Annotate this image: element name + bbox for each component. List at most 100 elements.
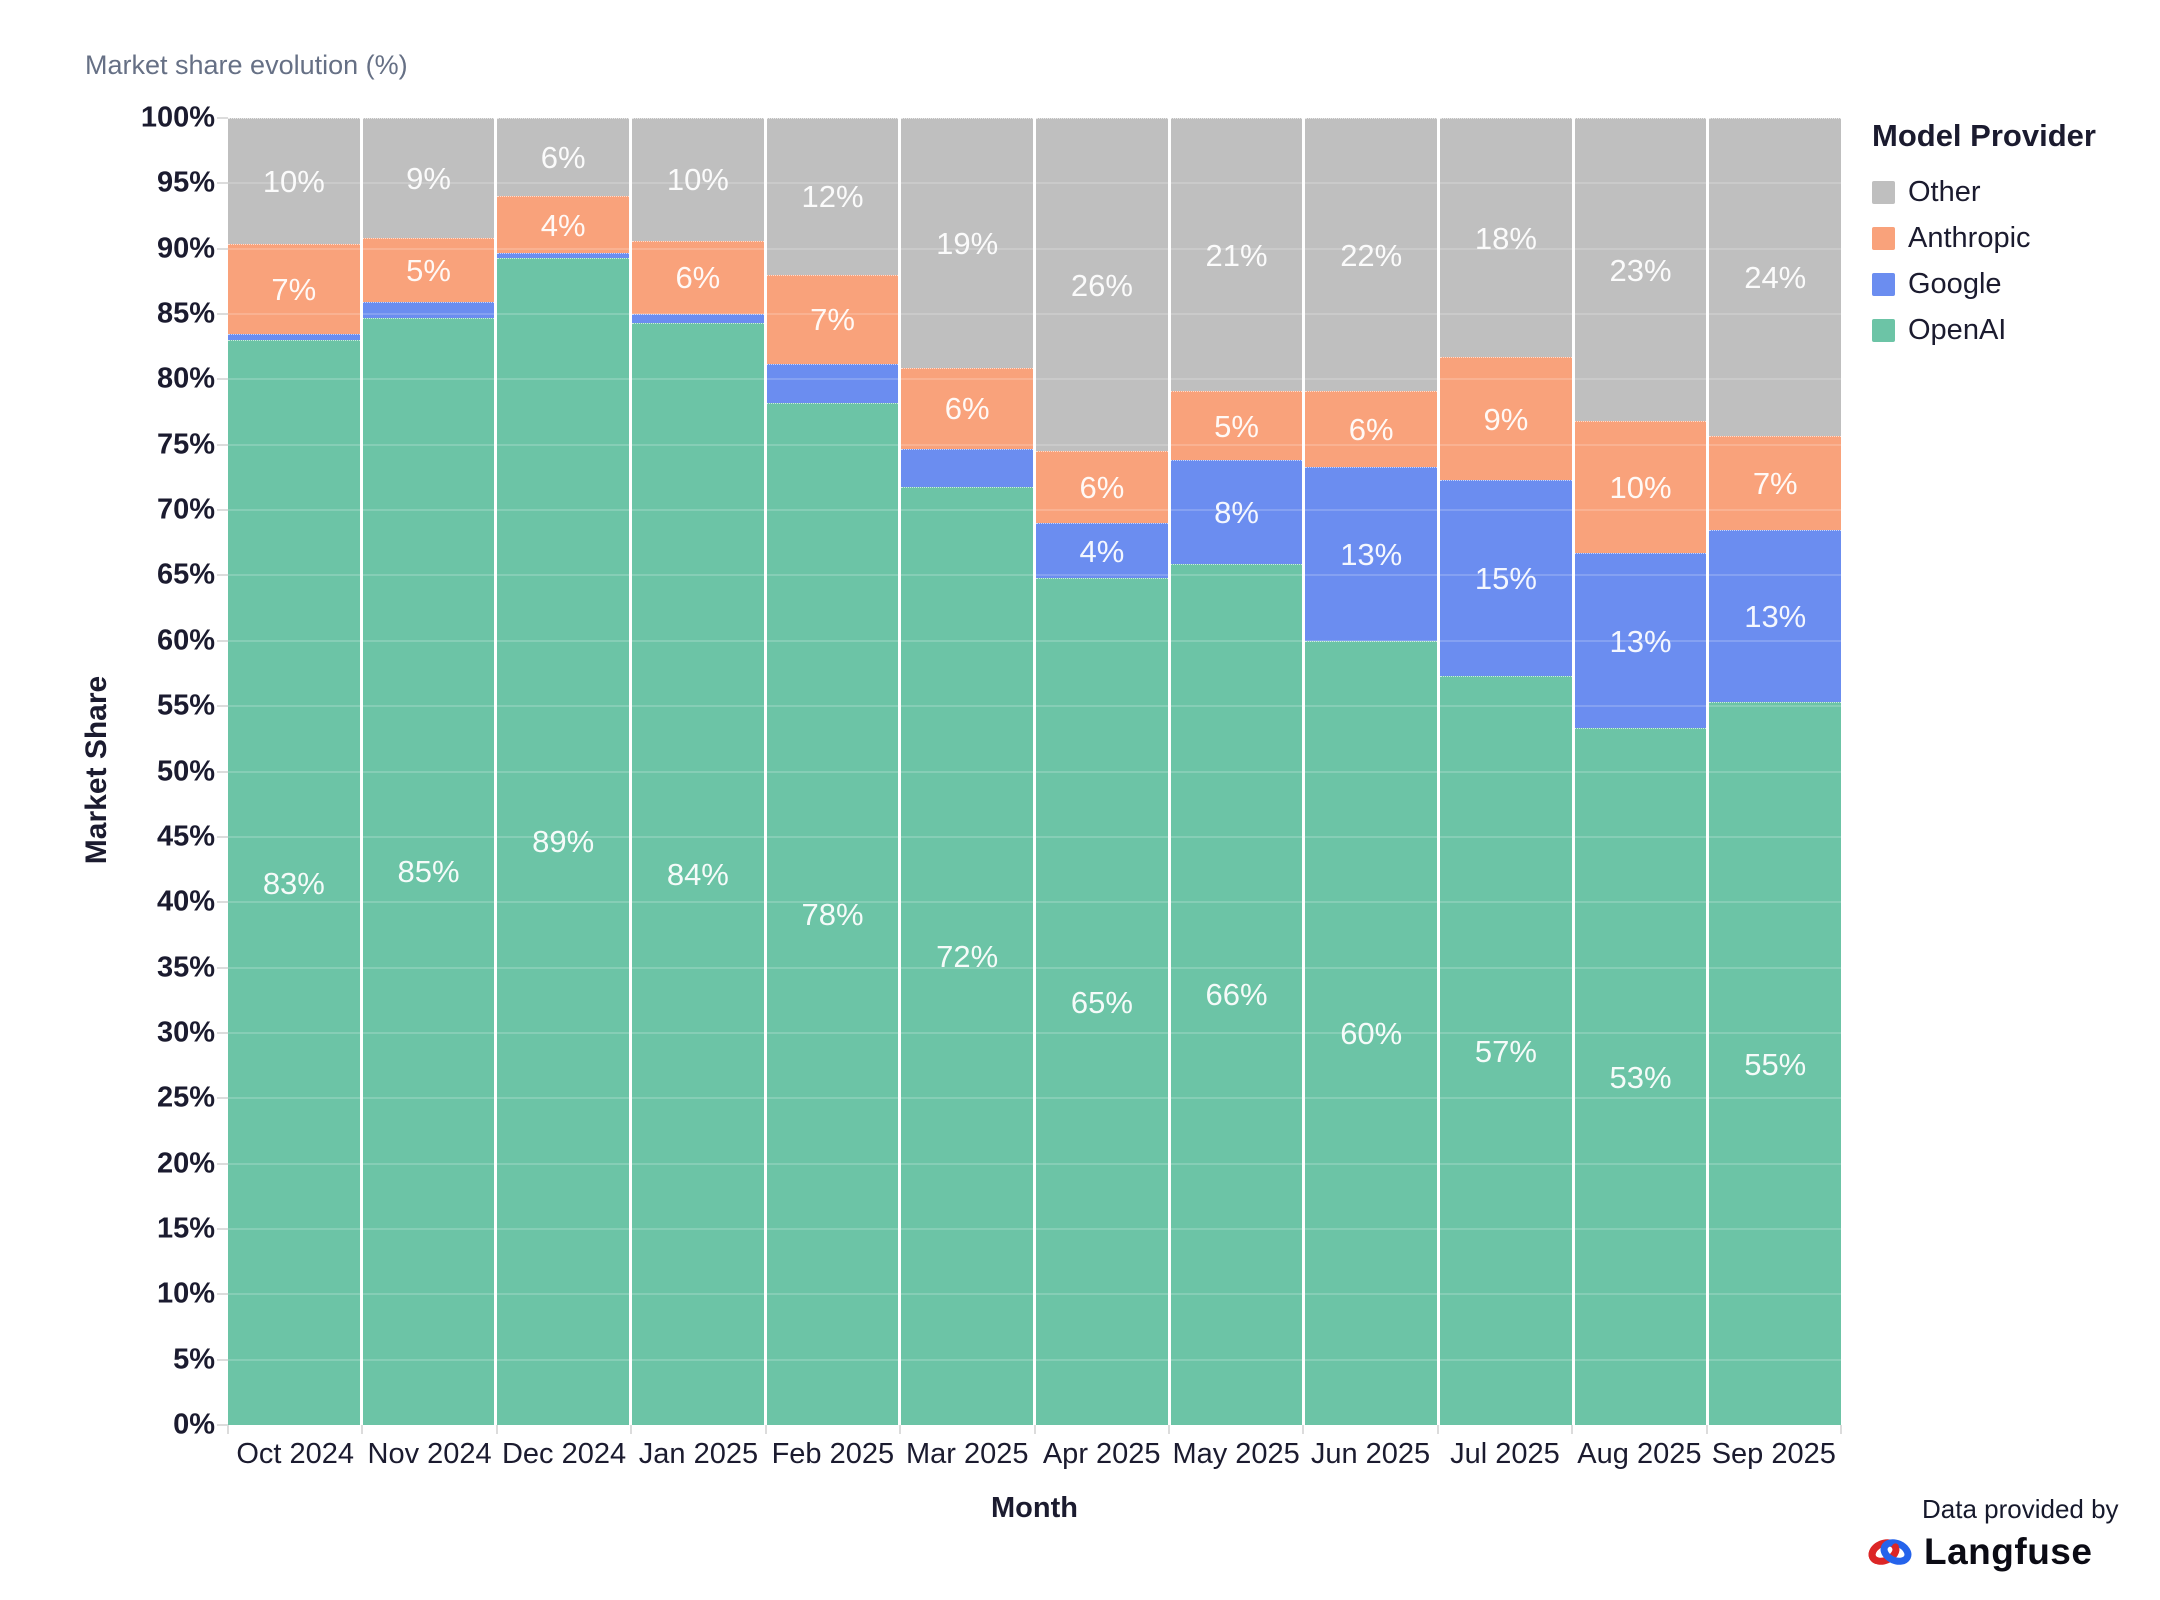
segment-other-aug-2025: 23%: [1574, 118, 1707, 422]
y-tick-50%: 50%: [156, 755, 215, 787]
y-tick-0%: 0%: [173, 1408, 215, 1441]
segment-value-label: 6%: [944, 391, 990, 427]
segment-other-oct-2024: 10%: [228, 118, 360, 244]
legend-swatch-anthropic: [1872, 227, 1895, 250]
segment-value-label: 9%: [406, 161, 451, 197]
attribution-brand-row: Langfuse: [1866, 1531, 2156, 1573]
segment-openai-jul-2025: 57%: [1440, 676, 1572, 1425]
y-tick-100%: 100%: [140, 101, 215, 134]
segment-openai-oct-2024: 83%: [228, 340, 360, 1425]
legend-label: Google: [1908, 268, 2002, 300]
x-tick-mark: [1840, 1425, 1842, 1434]
segment-value-label: 66%: [1205, 977, 1268, 1013]
legend-items: Other Anthropic Google OpenAI: [1872, 176, 2152, 347]
segment-google-sep-2025: 13%: [1709, 529, 1842, 703]
segment-value-label: 60%: [1340, 1015, 1403, 1051]
segment-value-label: 7%: [271, 271, 317, 307]
legend-swatch-other: [1872, 181, 1895, 204]
segment-anthropic-nov-2024: 5%: [362, 238, 495, 303]
bar-dec-2024: 89% 4% 6%: [497, 118, 630, 1425]
y-tick-mark: [217, 378, 228, 381]
segment-openai-mar-2025: 72%: [901, 486, 1034, 1425]
bar-mar-2025: 72% 6% 19%: [901, 118, 1034, 1425]
x-tick-mar-2025: Mar 2025: [906, 1438, 1029, 1470]
y-tick-80%: 80%: [156, 362, 215, 395]
y-tick-mark: [217, 574, 228, 577]
attribution-brand: Langfuse: [1924, 1531, 2093, 1572]
segment-anthropic-apr-2025: 6%: [1036, 451, 1168, 524]
x-tick-mark: [361, 1425, 364, 1434]
segment-other-dec-2024: 6%: [497, 118, 630, 197]
y-tick-45%: 45%: [156, 820, 215, 853]
segment-value-label: 7%: [1752, 465, 1798, 501]
y-tick-95%: 95%: [156, 166, 215, 199]
y-tick-mark: [217, 1031, 228, 1034]
x-tick-feb-2025: Feb 2025: [771, 1438, 895, 1470]
y-tick-40%: 40%: [156, 885, 215, 918]
segment-value-label: 13%: [1609, 623, 1672, 659]
segment-google-jul-2025: 15%: [1440, 480, 1572, 677]
legend-swatch-openai: [1872, 319, 1895, 342]
segment-value-label: 13%: [1744, 598, 1807, 634]
segment-google-nov-2024: [362, 302, 495, 318]
y-tick-35%: 35%: [156, 951, 215, 984]
segment-value-label: 84%: [666, 857, 729, 893]
segment-value-label: 5%: [406, 253, 451, 289]
legend-swatch-google: [1872, 273, 1895, 296]
segment-anthropic-mar-2025: 6%: [901, 367, 1034, 449]
segment-anthropic-may-2025: 5%: [1170, 391, 1303, 461]
segment-value-label: 13%: [1340, 536, 1403, 572]
segment-openai-jan-2025: 84%: [632, 323, 764, 1425]
legend-item-openai: OpenAI: [1872, 314, 2152, 347]
y-tick-10%: 10%: [156, 1277, 215, 1310]
segment-value-label: 26%: [1070, 267, 1133, 303]
segment-other-may-2025: 21%: [1170, 118, 1303, 392]
segment-anthropic-jan-2025: 6%: [632, 240, 764, 315]
segment-value-label: 55%: [1744, 1046, 1807, 1082]
y-tick-mark: [217, 443, 228, 446]
y-tick-mark: [217, 770, 228, 773]
y-tick-70%: 70%: [156, 493, 215, 526]
y-tick-mark: [217, 705, 228, 708]
segment-value-label: 15%: [1474, 561, 1537, 597]
x-tick-mark: [227, 1425, 229, 1434]
segment-value-label: 7%: [810, 302, 855, 338]
segment-value-label: 24%: [1744, 259, 1807, 295]
segment-anthropic-jun-2025: 6%: [1305, 391, 1438, 467]
x-tick-oct-2024: Oct 2024: [236, 1438, 355, 1470]
segment-openai-aug-2025: 53%: [1574, 728, 1707, 1425]
legend-item-google: Google: [1872, 268, 2152, 301]
segment-anthropic-oct-2024: 7%: [228, 243, 360, 334]
y-tick-mark: [217, 1227, 228, 1230]
y-tick-30%: 30%: [156, 1016, 215, 1049]
segment-openai-feb-2025: 78%: [766, 402, 899, 1425]
bar-apr-2025: 65% 4% 6% 26%: [1036, 118, 1168, 1425]
segment-value-label: 5%: [1214, 408, 1259, 444]
x-tick-nov-2024: Nov 2024: [367, 1438, 492, 1470]
bar-may-2025: 66% 8% 5% 21%: [1170, 118, 1303, 1425]
segment-value-label: 65%: [1070, 984, 1133, 1020]
segment-value-label: 23%: [1609, 252, 1672, 288]
x-tick-mark: [1167, 1425, 1170, 1434]
segment-google-mar-2025: [901, 448, 1034, 487]
segment-value-label: 53%: [1609, 1059, 1672, 1095]
y-tick-mark: [217, 1162, 228, 1165]
segment-google-apr-2025: 4%: [1036, 523, 1168, 579]
x-tick-dec-2024: Dec 2024: [501, 1438, 627, 1470]
bar-nov-2024: 85% 5% 9%: [362, 118, 495, 1425]
segment-google-oct-2024: [228, 333, 360, 341]
segment-other-nov-2024: 9%: [362, 118, 495, 239]
x-tick-mark: [495, 1425, 498, 1434]
segment-anthropic-feb-2025: 7%: [766, 274, 899, 364]
segment-other-jun-2025: 22%: [1305, 118, 1438, 392]
segment-google-jun-2025: 13%: [1305, 466, 1438, 641]
x-tick-mark: [1302, 1425, 1305, 1434]
segment-other-jul-2025: 18%: [1440, 118, 1572, 358]
segment-google-dec-2024: [497, 252, 630, 258]
segment-anthropic-jul-2025: 9%: [1440, 357, 1572, 481]
bar-jul-2025: 57% 15% 9% 18%: [1440, 118, 1572, 1425]
segment-openai-dec-2024: 89%: [497, 257, 630, 1425]
segment-value-label: 6%: [675, 260, 721, 296]
segment-google-jan-2025: [632, 314, 764, 324]
y-tick-20%: 20%: [156, 1147, 215, 1180]
